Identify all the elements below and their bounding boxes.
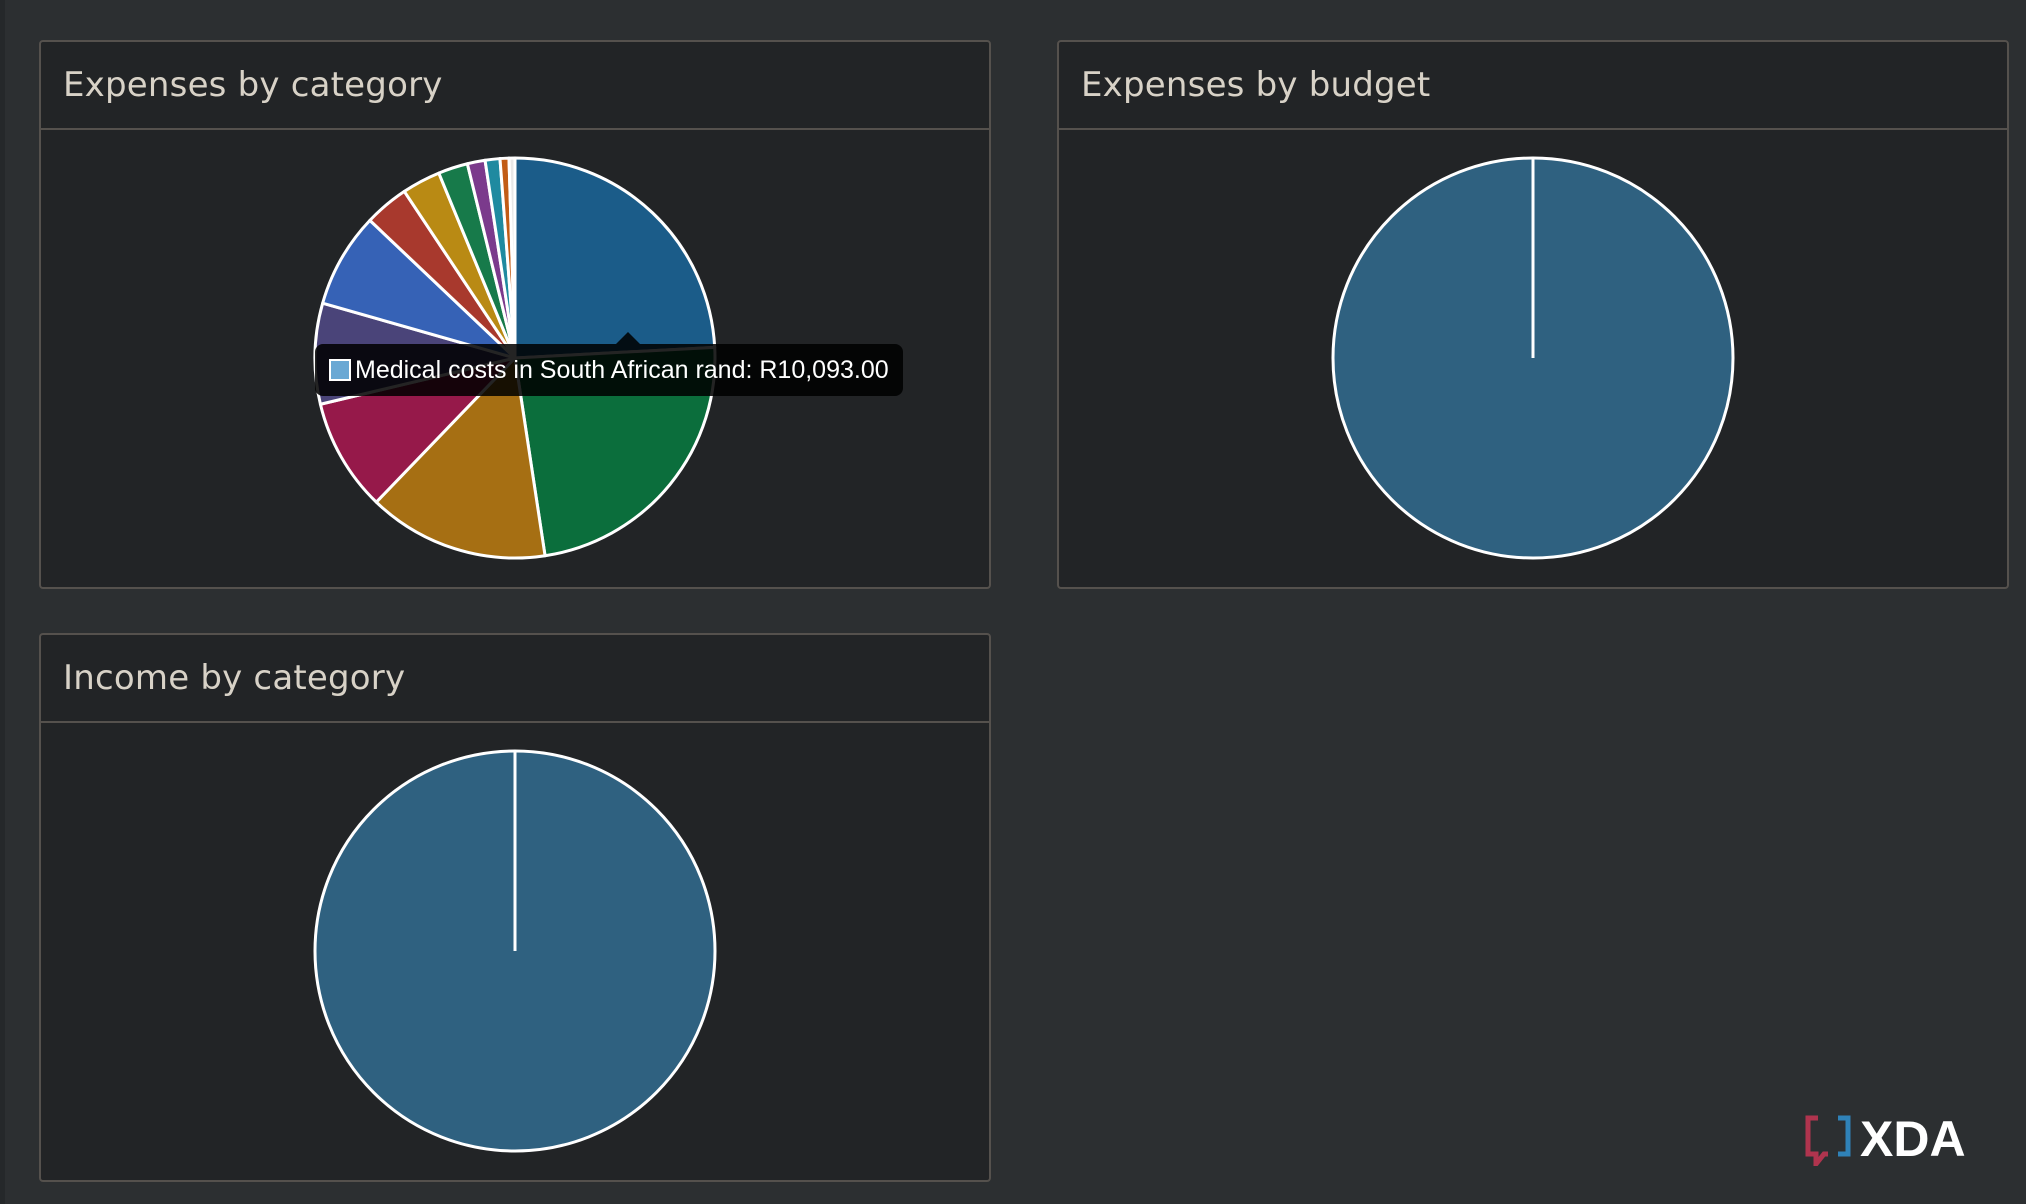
xda-bracket-left-icon xyxy=(1805,1115,1828,1166)
tooltip-color-swatch xyxy=(329,359,351,381)
tooltip-text: Medical costs in South African rand: R10… xyxy=(355,355,889,384)
panel-title: Income by category xyxy=(63,658,406,698)
expenses-by-category-panel: Expenses by category Medical costs in So… xyxy=(39,40,991,589)
panel-header: Expenses by budget xyxy=(1059,42,2007,130)
pie-slice-3[interactable] xyxy=(374,356,547,560)
xda-wordmark: XDA xyxy=(1860,1111,1966,1166)
expenses-by-budget-pie-chart[interactable] xyxy=(1059,130,2007,587)
tooltip-caret xyxy=(616,332,640,344)
left-edge-strip xyxy=(0,0,5,1204)
income-by-category-panel: Income by category xyxy=(39,633,991,1182)
income-by-category-pie-chart[interactable] xyxy=(41,723,989,1180)
expenses-by-budget-panel: Expenses by budget xyxy=(1057,40,2009,589)
chart-tooltip: Medical costs in South African rand: R10… xyxy=(315,344,903,396)
xda-logo: XDA xyxy=(1805,1111,1966,1166)
panel-title: Expenses by category xyxy=(63,65,443,105)
xda-bracket-right-icon xyxy=(1838,1115,1851,1157)
panel-header: Expenses by category xyxy=(41,42,989,130)
panel-title: Expenses by budget xyxy=(1081,65,1431,105)
pie-slice-6[interactable] xyxy=(321,218,517,360)
pie-slice-13[interactable] xyxy=(507,156,517,360)
pie-slice-medical-costs[interactable] xyxy=(513,156,717,360)
panel-header: Income by category xyxy=(41,635,989,723)
